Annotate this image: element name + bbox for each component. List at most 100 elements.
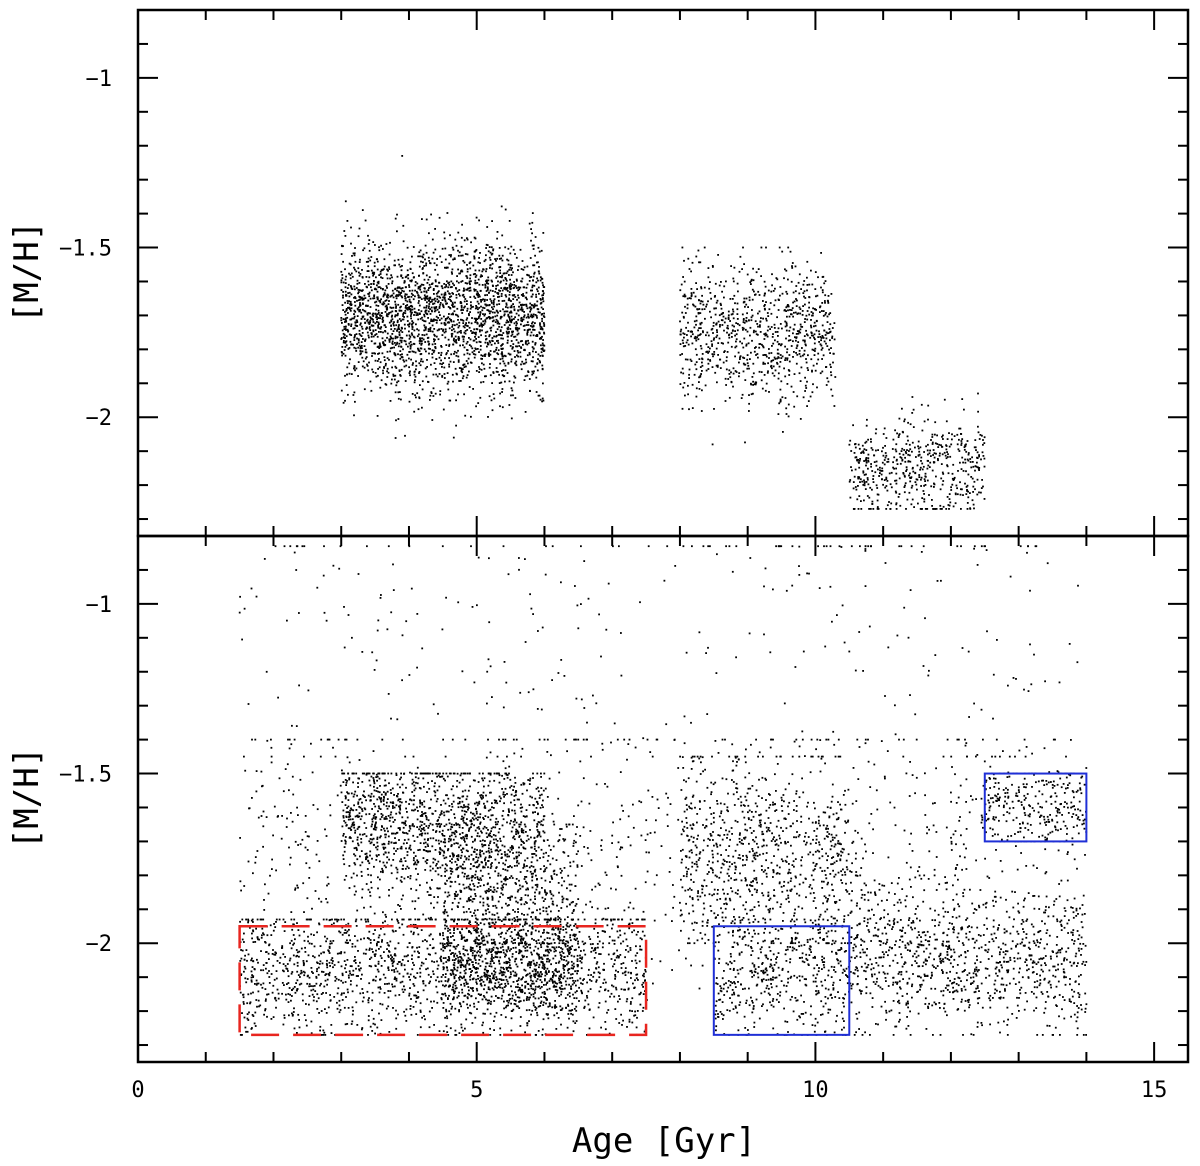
data-point — [748, 402, 750, 405]
data-point — [541, 364, 544, 367]
data-point — [455, 399, 457, 402]
data-point — [476, 819, 479, 821]
data-point — [426, 832, 429, 835]
data-point — [687, 384, 689, 387]
data-point — [381, 318, 384, 321]
data-point — [688, 268, 691, 270]
data-point — [356, 319, 358, 322]
data-point — [466, 349, 469, 352]
data-point — [541, 400, 543, 403]
data-point — [371, 823, 373, 826]
data-point — [351, 818, 354, 821]
data-point — [506, 288, 508, 290]
data-point — [759, 324, 761, 327]
data-point — [526, 333, 529, 336]
data-point — [707, 267, 710, 269]
data-point — [790, 309, 793, 311]
data-point — [710, 316, 712, 319]
data-point — [490, 246, 493, 249]
data-point — [974, 488, 976, 491]
data-point — [355, 350, 358, 352]
data-point — [420, 824, 423, 827]
data-point — [394, 365, 397, 368]
data-point — [367, 234, 369, 237]
data-point — [435, 373, 438, 376]
data-point — [713, 295, 716, 298]
data-point — [832, 352, 835, 355]
data-point — [800, 325, 803, 328]
data-point — [502, 360, 505, 363]
data-point — [496, 328, 499, 331]
data-point — [754, 320, 757, 323]
data-point — [390, 319, 393, 322]
data-point — [409, 347, 412, 350]
data-point — [790, 313, 792, 316]
data-point — [345, 824, 348, 827]
data-point — [974, 465, 977, 467]
data-point — [466, 795, 469, 798]
data-point — [510, 311, 513, 314]
data-point — [503, 778, 506, 780]
data-point — [397, 798, 400, 801]
data-point — [411, 782, 414, 785]
data-point — [876, 499, 879, 502]
data-point — [494, 258, 496, 260]
data-point — [355, 333, 358, 335]
data-point — [705, 305, 707, 308]
data-point — [524, 341, 527, 343]
data-point — [416, 826, 419, 828]
data-point — [690, 288, 693, 290]
data-point — [429, 399, 431, 401]
data-point — [525, 839, 528, 842]
data-point — [542, 830, 545, 833]
data-point — [477, 278, 480, 281]
data-point — [408, 803, 410, 805]
data-point — [537, 311, 540, 314]
data-point — [471, 879, 473, 882]
data-point — [542, 906, 545, 909]
data-point — [476, 318, 478, 320]
data-point — [419, 296, 422, 299]
data-point — [806, 276, 808, 279]
data-point — [425, 306, 427, 309]
data-point — [885, 485, 888, 487]
data-point — [774, 339, 776, 342]
data-point — [743, 263, 745, 265]
data-point — [371, 820, 374, 823]
data-point — [513, 785, 515, 788]
data-point — [496, 802, 499, 805]
data-point — [473, 317, 476, 320]
data-point — [476, 290, 479, 293]
data-point — [363, 294, 366, 297]
data-point — [781, 327, 783, 330]
data-point — [927, 453, 929, 456]
data-point — [900, 450, 903, 452]
data-point — [366, 331, 369, 334]
data-point — [412, 342, 415, 345]
data-point — [474, 336, 476, 338]
data-point — [720, 281, 722, 283]
data-point — [482, 827, 485, 830]
data-point — [798, 330, 800, 332]
data-point — [826, 321, 829, 323]
data-point — [342, 291, 344, 293]
data-point — [850, 450, 853, 452]
data-point — [453, 350, 456, 353]
data-point — [401, 353, 403, 356]
data-point — [480, 797, 483, 800]
data-point — [375, 790, 378, 792]
data-point — [854, 486, 857, 488]
data-point — [343, 863, 346, 866]
data-point — [515, 285, 517, 287]
data-point — [349, 340, 352, 343]
data-point — [967, 496, 970, 499]
data-point — [501, 774, 503, 777]
data-point — [428, 322, 431, 325]
data-point — [903, 474, 906, 477]
data-point — [503, 354, 506, 357]
data-point — [437, 860, 440, 863]
data-point — [419, 288, 422, 291]
data-point — [421, 380, 424, 383]
data-point — [853, 508, 855, 510]
data-point — [444, 293, 447, 296]
